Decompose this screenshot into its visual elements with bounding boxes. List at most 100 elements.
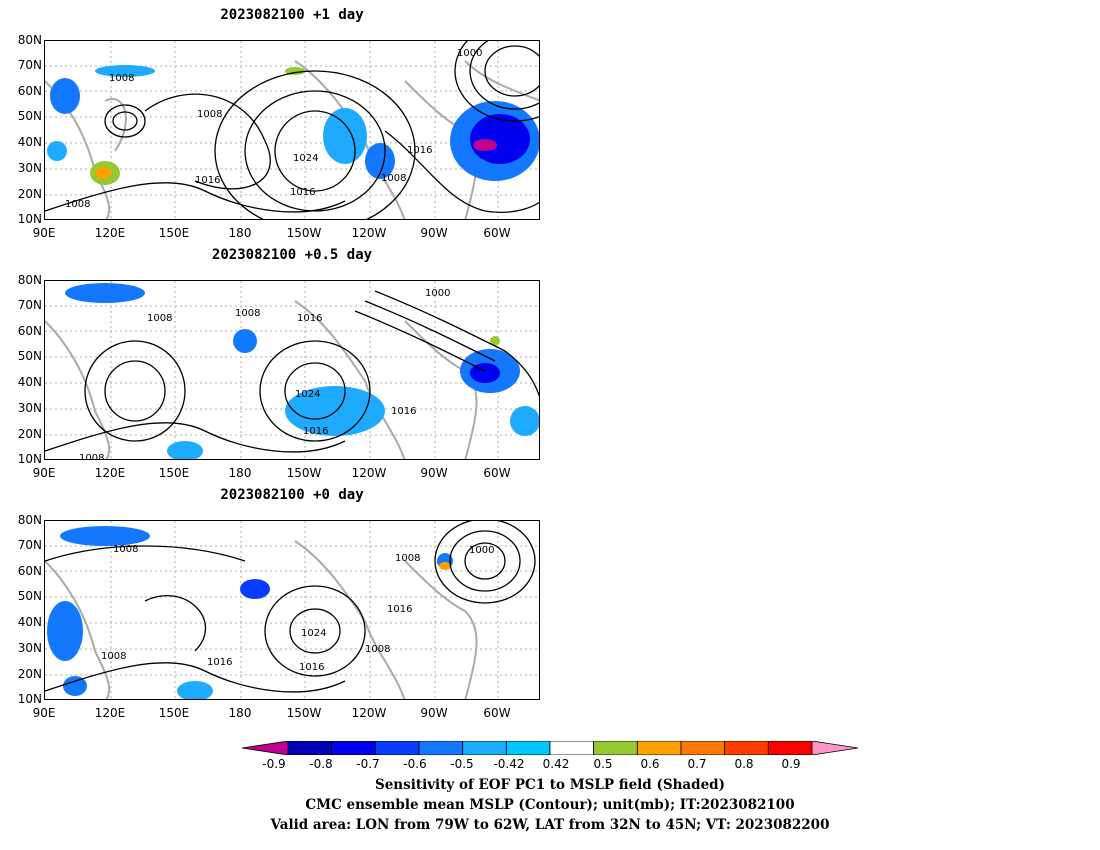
lon-label: 60W	[483, 226, 511, 240]
colorbar-cell	[242, 741, 289, 755]
lon-label: 180	[228, 466, 252, 480]
contour-label: 1008	[113, 544, 138, 555]
colorbar	[242, 741, 858, 755]
lat-label: 20N	[17, 667, 42, 681]
lon-label: 90W	[420, 706, 448, 720]
contours	[45, 41, 539, 219]
colorbar-tick-label: 0.8	[734, 757, 754, 771]
contour-label: 1008	[101, 651, 126, 662]
colorbar-cell	[767, 741, 813, 755]
lon-label: 120E	[94, 226, 126, 240]
colorbar-cell	[505, 741, 551, 755]
lat-label: 80N	[17, 273, 42, 287]
lon-label: 60W	[483, 706, 511, 720]
colorbar-cell	[331, 741, 376, 755]
lon-label: 150E	[158, 466, 190, 480]
contour-label: 1016	[387, 604, 412, 615]
map-graphic: 1000 1008 1008 1008 1016 1016 1024 1008 …	[45, 41, 539, 219]
lat-label: 30N	[17, 161, 42, 175]
colorbar-tick-label: -0.7	[356, 757, 380, 771]
lat-label: 50N	[17, 589, 42, 603]
panel-title: 2023082100 +1 day	[220, 7, 364, 23]
map-panel-2: 1000 1008 1008 1016 1024 1016 1016 1008	[44, 280, 540, 460]
lon-label: 150W	[286, 226, 322, 240]
colorbar-tick-label: 0.7	[687, 757, 707, 771]
contour-label: 1008	[65, 199, 90, 210]
lon-label: 150E	[158, 706, 190, 720]
contour-label: 1000	[425, 288, 450, 299]
lat-label: 80N	[17, 33, 42, 47]
colorbar-cell	[462, 741, 507, 755]
colorbar-cell	[374, 741, 420, 755]
lat-label: 60N	[17, 324, 42, 338]
colorbar-cell	[418, 741, 464, 755]
lon-label: 180	[228, 706, 252, 720]
contour-label: 1024	[295, 389, 320, 400]
lon-label: 150W	[286, 706, 322, 720]
contour-label: 1008	[109, 73, 134, 84]
lat-label: 50N	[17, 109, 42, 123]
lon-label: 120E	[94, 706, 126, 720]
lat-label: 50N	[17, 349, 42, 363]
lat-label: 30N	[17, 401, 42, 415]
caption-line-1: Sensitivity of EOF PC1 to MSLP field (Sh…	[374, 777, 726, 793]
map-panel-1: 1000 1008 1008 1008 1016 1016 1024 1008 …	[44, 40, 540, 220]
lat-label: 80N	[17, 513, 42, 527]
contour-label: 1016	[207, 657, 232, 668]
lat-label: 70N	[17, 58, 42, 72]
shading	[47, 526, 453, 699]
contour-label: 1008	[235, 308, 260, 319]
lat-label: 40N	[17, 375, 42, 389]
lon-label: 150W	[286, 466, 322, 480]
colorbar-cell	[287, 741, 333, 755]
lat-label: 60N	[17, 84, 42, 98]
lon-label: 150E	[158, 226, 190, 240]
contour-label: 1000	[469, 545, 494, 556]
shading	[65, 283, 539, 459]
coastlines	[45, 540, 478, 699]
contour-label: 1008	[365, 644, 390, 655]
contour-label: 1016	[391, 406, 416, 417]
contours	[45, 521, 536, 693]
lon-label: 90E	[32, 466, 56, 480]
colorbar-tick-label: -0.5	[450, 757, 474, 771]
contour-label: 1008	[197, 109, 222, 120]
contour-label: 1024	[301, 628, 326, 639]
colorbar-tick-label: 0.42	[542, 757, 570, 771]
colorbar-cell	[811, 741, 858, 755]
colorbar-tick-label: 0.5	[593, 757, 613, 771]
lon-label: 90E	[32, 706, 56, 720]
map-graphic: 1000 1008 1008 1016 1024 1016 1016 1008	[45, 281, 539, 459]
contour-label: 1016	[407, 145, 432, 156]
lat-label: 70N	[17, 298, 42, 312]
lat-label: 10N	[17, 212, 42, 226]
contour-label: 1016	[297, 313, 322, 324]
contour-labels: 1008 1008 1000 1016 1024 1008 1008 1016 …	[101, 544, 494, 673]
lon-label: 60W	[483, 466, 511, 480]
caption-line-2: CMC ensemble mean MSLP (Contour); unit(m…	[305, 797, 795, 813]
contour-label: 1008	[395, 553, 420, 564]
contour-label: 1016	[303, 426, 328, 437]
lat-label: 10N	[17, 452, 42, 466]
contour-labels: 1000 1008 1008 1016 1024 1016 1016 1008	[79, 288, 450, 459]
contour-label: 1000	[457, 48, 482, 59]
lat-label: 40N	[17, 615, 42, 629]
map-panel-3: 1008 1008 1000 1016 1024 1008 1008 1016 …	[44, 520, 540, 700]
colorbar-tick-label: -0.9	[262, 757, 286, 771]
lon-label: 120W	[351, 466, 387, 480]
colorbar-cell	[593, 741, 638, 755]
colorbar-tick-label: 0.6	[640, 757, 660, 771]
contour-labels: 1000 1008 1008 1008 1016 1016 1024 1008 …	[65, 48, 482, 210]
colorbar-cell	[636, 741, 682, 755]
lat-label: 40N	[17, 135, 42, 149]
contour-label: 1008	[381, 173, 406, 184]
lat-label: 30N	[17, 641, 42, 655]
contour-label: 1016	[299, 662, 324, 673]
lat-label: 20N	[17, 187, 42, 201]
panel-title: 2023082100 +0.5 day	[211, 247, 373, 263]
contour-label: 1016	[290, 187, 315, 198]
lon-label: 90W	[420, 226, 448, 240]
contour-label: 1008	[147, 313, 172, 324]
lon-label: 120W	[351, 226, 387, 240]
contour-label: 1016	[195, 175, 220, 186]
